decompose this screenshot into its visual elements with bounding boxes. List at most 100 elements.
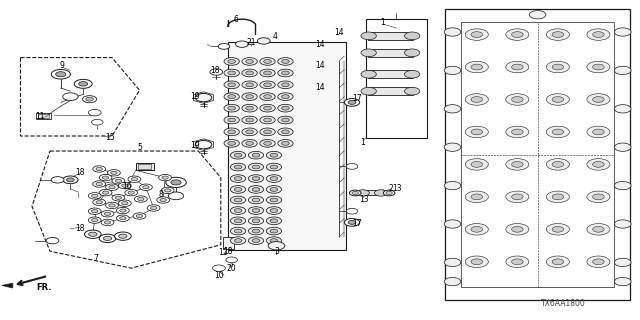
Circle shape [266,227,282,235]
Circle shape [224,58,239,65]
Circle shape [160,198,166,202]
Circle shape [88,109,101,116]
Circle shape [51,177,64,183]
Circle shape [587,126,610,138]
Circle shape [248,227,264,235]
Circle shape [242,128,257,136]
Circle shape [246,130,253,134]
Bar [363,190,381,195]
Circle shape [230,227,246,235]
Circle shape [101,211,114,217]
Circle shape [444,220,461,228]
Circle shape [511,97,523,102]
Circle shape [246,106,253,110]
Circle shape [587,29,610,40]
Circle shape [374,190,387,196]
Circle shape [93,199,106,205]
Circle shape [547,94,570,105]
Circle shape [164,189,171,192]
Circle shape [224,116,239,124]
Circle shape [264,118,271,122]
Circle shape [115,232,131,240]
Circle shape [252,239,260,243]
Circle shape [552,64,564,70]
Text: 11: 11 [35,112,44,121]
Circle shape [282,95,289,99]
Text: 5: 5 [137,143,142,152]
Circle shape [260,93,275,100]
Circle shape [587,256,610,268]
Circle shape [260,116,275,124]
Circle shape [248,186,264,193]
Circle shape [266,196,282,204]
Circle shape [252,153,260,157]
Circle shape [96,167,102,171]
Circle shape [506,29,529,40]
Circle shape [260,58,275,65]
Circle shape [86,97,93,101]
Text: 18: 18 [76,224,84,233]
Circle shape [195,93,212,102]
Circle shape [228,130,236,134]
Circle shape [264,71,271,75]
Circle shape [224,93,239,100]
Circle shape [511,32,523,37]
Bar [36,113,51,119]
Circle shape [506,94,529,105]
Bar [368,32,413,40]
Text: 17: 17 [352,220,362,228]
Circle shape [234,165,242,169]
Circle shape [270,177,278,180]
Circle shape [133,213,146,219]
Circle shape [278,58,293,65]
Text: 6: 6 [233,15,238,24]
Circle shape [134,196,147,202]
Circle shape [140,184,152,190]
Circle shape [143,186,149,189]
Circle shape [99,189,112,196]
Circle shape [248,175,264,182]
Circle shape [361,70,376,78]
Circle shape [93,181,106,187]
Circle shape [228,118,236,122]
Circle shape [104,212,111,215]
Circle shape [242,81,257,89]
Circle shape [92,194,98,197]
Circle shape [108,170,120,176]
Circle shape [230,175,246,182]
Circle shape [465,126,488,138]
Circle shape [614,143,631,151]
Text: 2: 2 [388,184,393,193]
Circle shape [547,29,570,40]
Circle shape [234,239,242,243]
Circle shape [270,153,278,157]
Circle shape [552,259,564,265]
Circle shape [92,119,103,125]
Circle shape [242,93,257,100]
Text: 20: 20 [227,264,237,273]
Polygon shape [32,151,221,268]
Circle shape [119,234,127,238]
Text: 1: 1 [360,138,365,147]
Circle shape [552,97,564,102]
Circle shape [614,66,631,75]
Circle shape [106,184,118,190]
Circle shape [511,194,523,200]
Bar [366,19,427,138]
Text: 7: 7 [93,254,99,263]
Circle shape [112,195,125,201]
Text: 17: 17 [352,94,362,103]
Circle shape [242,116,257,124]
Circle shape [266,217,282,225]
Circle shape [230,151,246,159]
Polygon shape [20,58,140,136]
Text: TX6AA1800: TX6AA1800 [541,300,586,308]
Circle shape [278,81,293,89]
Circle shape [260,104,275,112]
Circle shape [131,178,138,181]
Circle shape [404,32,420,40]
Circle shape [252,219,260,223]
Text: FR.: FR. [36,283,51,292]
Circle shape [102,191,109,194]
Circle shape [104,236,112,241]
